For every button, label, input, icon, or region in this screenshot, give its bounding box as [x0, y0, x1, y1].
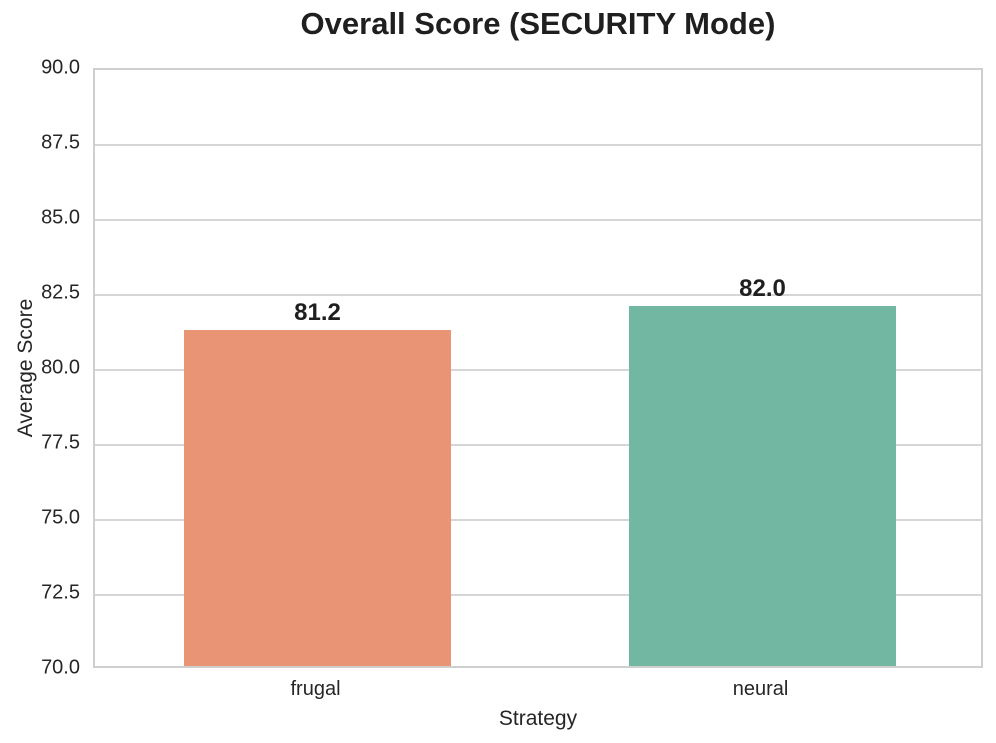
plot-area: 81.2 82.0	[93, 68, 983, 668]
y-tick-label: 75.0	[41, 506, 80, 529]
x-tick-label-frugal: frugal	[290, 678, 341, 700]
chart-title: Overall Score (SECURITY Mode)	[300, 6, 776, 41]
bar-neural	[629, 306, 896, 666]
gridline-87.5	[95, 144, 981, 146]
y-tick-label: 70.0	[41, 656, 80, 679]
gridline-85.0	[95, 219, 981, 221]
bar-frugal	[184, 330, 451, 666]
x-tick-label-neural: neural	[732, 678, 789, 700]
y-tick-label: 77.5	[41, 431, 80, 454]
y-axis-label: Average Score	[14, 298, 37, 438]
y-tick-label: 87.5	[41, 131, 80, 154]
y-tick-label: 85.0	[41, 206, 80, 229]
gridline-77.5	[95, 444, 981, 446]
y-tick-label: 90.0	[41, 56, 80, 79]
y-tick-label: 72.5	[41, 581, 80, 604]
y-tick-label: 80.0	[41, 356, 80, 379]
bar-value-label-neural: 82.0	[739, 275, 786, 302]
gridline-80.0	[95, 369, 981, 371]
gridline-72.5	[95, 594, 981, 596]
gridline-82.5	[95, 294, 981, 296]
bar-value-label-frugal: 81.2	[294, 299, 341, 326]
y-tick-label: 82.5	[41, 281, 80, 304]
x-axis-label: Strategy	[498, 707, 578, 730]
gridline-75.0	[95, 519, 981, 521]
